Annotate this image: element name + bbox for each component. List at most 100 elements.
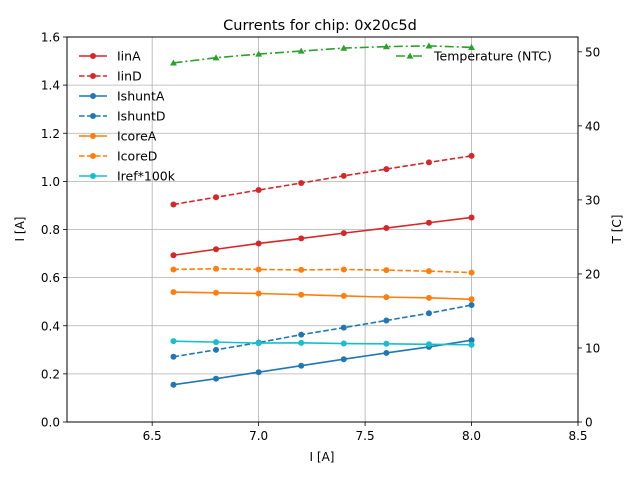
data-point [468, 337, 475, 344]
data-point [383, 294, 390, 301]
y-tick-label: 0.6 [41, 271, 60, 285]
legend-item-iind: IinD [79, 69, 142, 84]
y2-tick-label: 0 [585, 416, 593, 430]
legend-label: IcoreA [117, 129, 157, 144]
series-line-icorea [173, 291, 472, 301]
y2-tick-label: 40 [585, 119, 600, 133]
y-axis-label: I [A] [13, 217, 27, 242]
x-tick-label: 6.5 [143, 429, 162, 443]
data-point [468, 214, 475, 221]
legend-marker [90, 173, 96, 179]
data-point [255, 266, 262, 273]
legend-marker [90, 73, 96, 79]
legend-marker [406, 52, 414, 59]
data-point [170, 381, 177, 388]
data-point [170, 289, 177, 296]
y2-tick-label: 30 [585, 193, 600, 207]
legend-label: Iref*100k [117, 169, 176, 184]
data-point [383, 166, 390, 173]
x-tick-label: 7.0 [249, 429, 268, 443]
data-point [298, 266, 305, 273]
data-point [340, 292, 347, 299]
data-point [170, 252, 177, 259]
legend-label: IinA [117, 49, 141, 64]
data-point [213, 339, 220, 346]
data-point [213, 289, 220, 296]
legend-label: IshuntA [117, 89, 165, 104]
y2-tick-label: 50 [585, 45, 600, 59]
legend-item-iina: IinA [79, 49, 141, 64]
series-iina [170, 214, 475, 259]
series-line-ishunta [173, 339, 472, 386]
series-iref-100k [170, 338, 475, 348]
y2-tick-label: 20 [585, 267, 600, 281]
x-tick-label: 8.5 [568, 429, 587, 443]
series-line-iref-100k [173, 340, 472, 346]
legend-marker [90, 93, 96, 99]
data-point [213, 375, 220, 382]
legend-label: IcoreD [117, 149, 157, 164]
chart-title: Currents for chip: 0x20c5d [223, 18, 417, 34]
data-point [298, 331, 305, 338]
data-point [425, 268, 432, 275]
data-point [383, 317, 390, 324]
data-point [425, 219, 432, 226]
series-line-temperature-ntc [173, 45, 472, 64]
data-point [340, 230, 347, 237]
data-point [383, 349, 390, 356]
data-point [255, 187, 262, 194]
legend-label: IshuntD [117, 109, 166, 124]
y2-tick-label: 10 [585, 341, 600, 355]
data-point [468, 341, 475, 348]
data-point [340, 266, 347, 273]
legend-item-ishunta: IshuntA [79, 89, 165, 104]
y-tick-label: 1.0 [41, 175, 60, 189]
data-point [425, 341, 432, 348]
series-line-iina [173, 216, 472, 257]
data-point [298, 339, 305, 346]
series-temperature-ntc [170, 42, 475, 66]
legend-label: IinD [117, 69, 142, 84]
data-point [255, 240, 262, 247]
data-point [383, 267, 390, 274]
series-line-iind [173, 155, 472, 206]
series-iind [170, 152, 475, 208]
data-point [340, 324, 347, 331]
legend-left: IinA IinD IshuntA IshuntD IcoreA IcoreD Iref*1… [79, 49, 176, 184]
data-point [255, 290, 262, 297]
data-point [468, 269, 475, 276]
data-point [213, 246, 220, 253]
data-point [298, 291, 305, 298]
x-tick-label: 7.5 [356, 429, 375, 443]
legend-item-temperature-ntc: Temperature (NTC) [396, 49, 552, 64]
x-axis-label: I [A] [310, 450, 335, 464]
data-point [468, 43, 475, 50]
legend-item-icored: IcoreD [79, 149, 157, 164]
legend-item-ishuntd: IshuntD [79, 109, 166, 124]
data-point [468, 152, 475, 159]
data-point [170, 338, 177, 345]
x-tick-label: 8.0 [462, 429, 481, 443]
data-point [212, 54, 220, 61]
data-point [255, 340, 262, 347]
data-point [340, 44, 348, 51]
legend-item-iref-100k: Iref*100k [79, 169, 176, 184]
data-point [340, 340, 347, 347]
y-tick-label: 1.6 [41, 31, 60, 45]
data-point [213, 194, 220, 201]
y2-axis-label: T [C] [610, 215, 624, 245]
series-line-ishuntd [173, 304, 472, 358]
data-point [170, 59, 177, 66]
data-point [425, 310, 432, 317]
series-line-icored [173, 267, 472, 274]
legend-item-icorea: IcoreA [79, 129, 157, 144]
legend-right: Temperature (NTC) [396, 49, 552, 64]
data-point [297, 47, 305, 54]
legend-marker [90, 153, 96, 159]
data-point [425, 42, 433, 49]
series-layer [170, 42, 475, 388]
x-axis: 6.5 7.0 7.5 8.0 8.5 [143, 422, 588, 443]
data-point [298, 362, 305, 369]
